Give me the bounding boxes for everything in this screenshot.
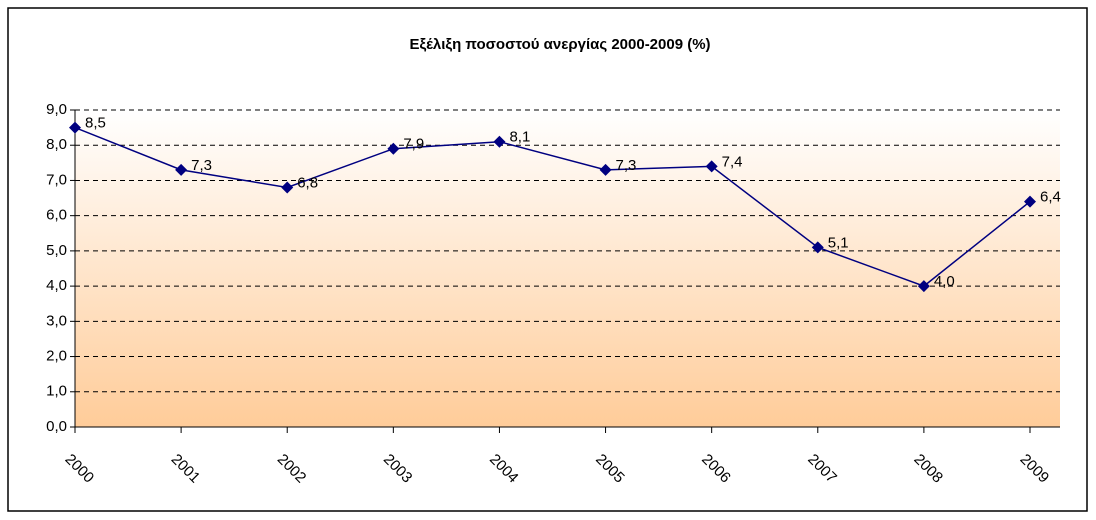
y-tick-label: 8,0 xyxy=(46,136,67,153)
data-point xyxy=(387,142,400,155)
y-tick-label: 0,0 xyxy=(46,418,67,435)
data-label: 6,4 xyxy=(1040,189,1061,206)
y-tick-label: 2,0 xyxy=(46,348,67,365)
chart-title: Εξέλιξη ποσοστού ανεργίας 2000-2009 (%) xyxy=(409,36,710,53)
data-line xyxy=(74,126,1031,287)
data-point xyxy=(705,160,718,173)
y-tick-label: 4,0 xyxy=(46,277,67,294)
data-label: 6,8 xyxy=(297,174,318,191)
data-label: 8,1 xyxy=(509,129,530,146)
data-label: 4,0 xyxy=(934,273,955,290)
data-label: 7,4 xyxy=(722,153,743,170)
y-tick-label: 9,0 xyxy=(46,101,67,118)
y-tick-label: 7,0 xyxy=(46,171,67,188)
data-point xyxy=(69,121,81,134)
data-label: 7,3 xyxy=(616,157,637,174)
data-label: 7,9 xyxy=(403,136,424,153)
data-label: 8,5 xyxy=(85,115,106,132)
data-point xyxy=(175,163,188,176)
data-point xyxy=(281,181,294,194)
data-point xyxy=(811,241,824,254)
y-tick-label: 6,0 xyxy=(46,207,67,224)
y-tick-label: 3,0 xyxy=(46,312,67,329)
data-point xyxy=(1024,195,1036,208)
y-tick-label: 1,0 xyxy=(46,383,67,400)
data-label: 5,1 xyxy=(828,234,849,251)
data-point xyxy=(493,135,506,148)
data-label: 7,3 xyxy=(191,157,212,174)
data-point xyxy=(917,280,930,293)
y-tick-label: 5,0 xyxy=(46,242,67,259)
data-point xyxy=(599,163,612,176)
plot-area xyxy=(75,110,1060,427)
